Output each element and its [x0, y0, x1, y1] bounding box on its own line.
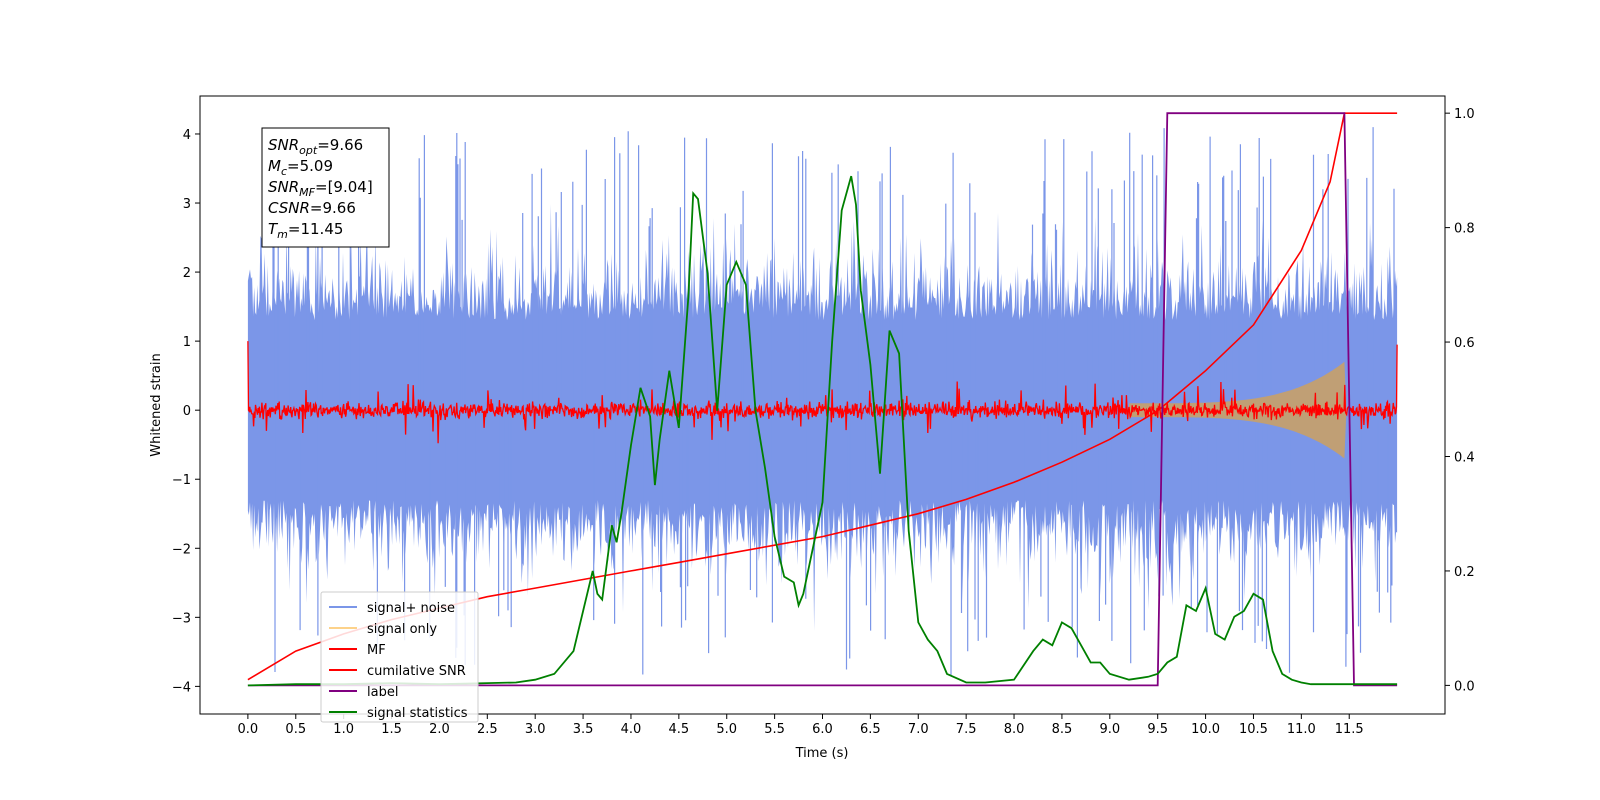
x-tick-label: 11.0: [1287, 722, 1316, 737]
y-axis-left: −4 −3 −2 −1 0 1 2 3 4: [172, 128, 200, 695]
y-tick-label: −4: [172, 680, 191, 695]
y-right-tick-label: 0.8: [1454, 222, 1475, 237]
x-tick-label: 7.0: [908, 722, 929, 737]
x-tick-label: 3.5: [573, 722, 594, 737]
y-tick-label: −1: [172, 473, 191, 488]
signal-noise-spikes: [272, 127, 1395, 676]
y-axis-right: 0.0 0.2 0.4 0.6 0.8 1.0: [1445, 107, 1475, 694]
x-axis: 0.0 0.5 1.0 1.5 2.0 2.5 3.0 3.5 4.0 4.5 5.0 5.5 6.0 6…: [238, 714, 1364, 737]
x-tick-label: 5.0: [716, 722, 737, 737]
x-tick-label: 9.5: [1147, 722, 1168, 737]
y-tick-label: −2: [172, 542, 191, 557]
x-tick-label: 7.5: [956, 722, 977, 737]
x-axis-label: Time (s): [795, 746, 849, 761]
mf-series: [247, 341, 1398, 444]
legend-label: cumilative SNR: [367, 664, 466, 679]
signal-statistics-series: [247, 175, 1398, 687]
y-right-tick-label: 0.6: [1454, 336, 1475, 351]
y-tick-label: −3: [172, 611, 191, 626]
legend-label: MF: [367, 643, 386, 658]
x-tick-label: 4.0: [621, 722, 642, 737]
x-tick-label: 11.5: [1335, 722, 1364, 737]
x-tick-label: 9.0: [1099, 722, 1120, 737]
legend-label: label: [367, 685, 398, 700]
plot-area: [247, 112, 1398, 687]
x-tick-label: 0.5: [285, 722, 306, 737]
legend-label: signal statistics: [367, 706, 468, 721]
x-tick-label: 3.0: [525, 722, 546, 737]
x-tick-label: 8.5: [1052, 722, 1073, 737]
label-series: [247, 112, 1398, 687]
annotation-line: SNRopt=9.66: [268, 136, 363, 157]
y-tick-label: 0: [183, 404, 191, 419]
legend-label: signal+ noise: [367, 601, 455, 616]
annotation-line: CSNR=9.66: [268, 199, 356, 217]
y-right-tick-label: 0.4: [1454, 451, 1475, 466]
annotation-frame: [261, 127, 390, 248]
legend-frame: [320, 591, 479, 723]
annotation-line: SNRMF=[9.04]: [268, 178, 373, 199]
x-tick-label: 10.0: [1191, 722, 1220, 737]
y-right-tick-label: 0.2: [1454, 565, 1475, 580]
x-tick-label: 2.0: [429, 722, 450, 737]
x-tick-label: 6.0: [812, 722, 833, 737]
x-tick-label: 4.5: [669, 722, 690, 737]
y-tick-label: 4: [183, 128, 191, 143]
x-tick-label: 5.5: [764, 722, 785, 737]
y-tick-label: 1: [183, 335, 191, 350]
x-tick-label: 8.0: [1004, 722, 1025, 737]
y-right-tick-label: 1.0: [1454, 107, 1475, 122]
legend: signal+ noise signal only MF cumilative SNR…: [320, 591, 479, 723]
y-tick-label: 3: [183, 197, 191, 212]
y-tick-label: 2: [183, 266, 191, 281]
x-tick-label: 6.5: [860, 722, 881, 737]
x-tick-label: 0.0: [238, 722, 259, 737]
y-axis-label: Whitened strain: [149, 353, 164, 456]
x-tick-label: 2.5: [477, 722, 498, 737]
signal-noise-series: [247, 204, 1398, 631]
legend-label: signal only: [367, 622, 437, 637]
x-tick-label: 1.0: [333, 722, 354, 737]
annotation-line: Tm=11.45: [268, 220, 343, 241]
x-tick-label: 10.5: [1239, 722, 1268, 737]
annotation-line: Mc=5.09: [268, 157, 333, 178]
y-right-tick-label: 0.0: [1454, 679, 1475, 694]
x-tick-label: 1.5: [381, 722, 402, 737]
